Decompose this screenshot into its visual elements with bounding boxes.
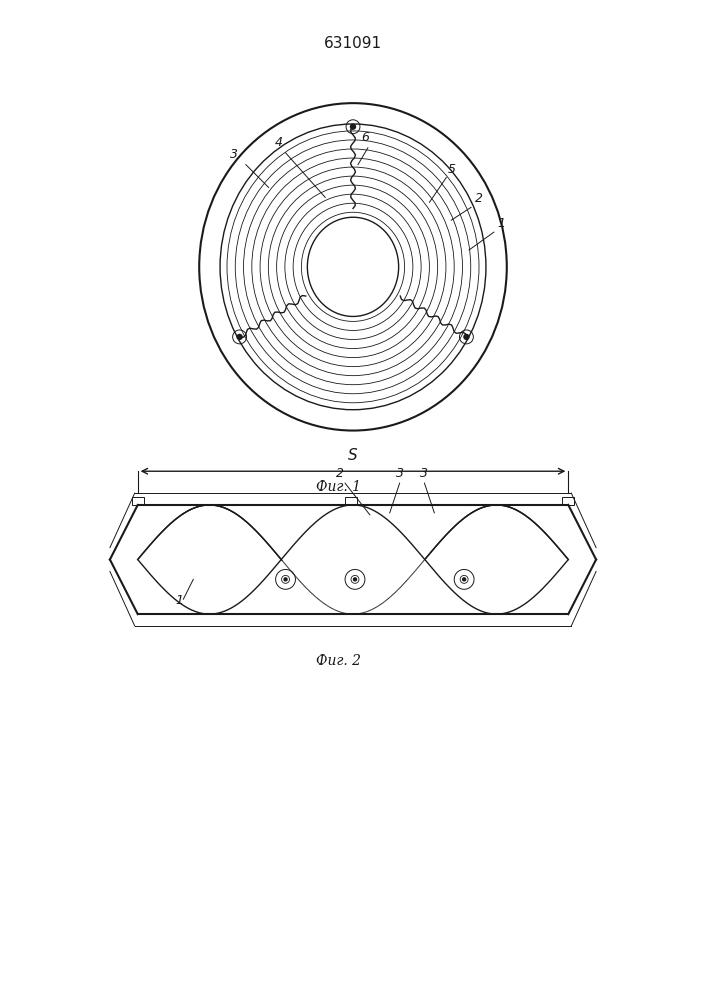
Ellipse shape	[308, 217, 399, 316]
Text: S: S	[348, 448, 358, 463]
Circle shape	[237, 334, 242, 339]
Bar	[132, 497, 144, 505]
Text: Фиг. 2: Фиг. 2	[315, 654, 361, 668]
Text: 3: 3	[421, 467, 428, 480]
Circle shape	[351, 124, 356, 129]
Circle shape	[284, 578, 287, 581]
Text: 1: 1	[175, 594, 183, 607]
Circle shape	[354, 578, 356, 581]
Circle shape	[464, 334, 469, 339]
Bar	[345, 497, 357, 505]
Text: 3: 3	[396, 467, 404, 480]
Text: 4: 4	[274, 136, 283, 149]
Text: 5: 5	[448, 163, 456, 176]
Text: Фиг. 1: Фиг. 1	[315, 480, 361, 494]
Bar	[562, 497, 574, 505]
Text: 2: 2	[475, 192, 483, 205]
Text: 1: 1	[498, 217, 506, 230]
Text: 6: 6	[361, 131, 369, 144]
Text: 631091: 631091	[324, 36, 382, 51]
Circle shape	[462, 578, 466, 581]
Text: 3: 3	[230, 148, 238, 161]
Text: 2: 2	[336, 467, 344, 480]
